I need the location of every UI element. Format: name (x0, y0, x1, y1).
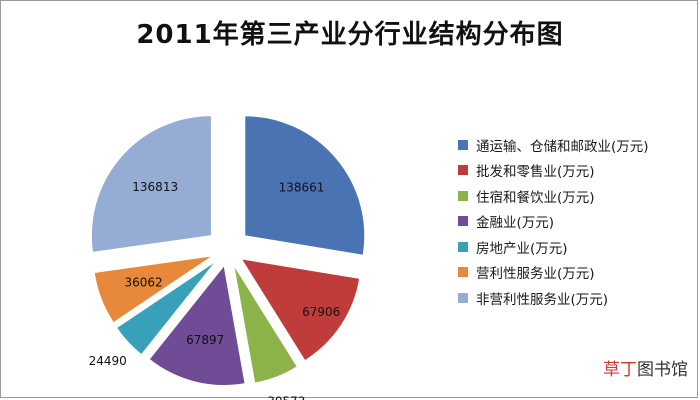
chart-legend: 通运输、仓储和邮政业(万元) 批发和零售业(万元) 住宿和餐饮业(万元) 金融业(万元… (458, 132, 649, 311)
legend-label: 营利性服务业(万元) (476, 266, 595, 283)
slice-value-label: 30573 (267, 395, 305, 400)
legend-item: 住宿和餐饮业(万元) (458, 183, 649, 209)
legend-item: 非营利性服务业(万元) (458, 285, 649, 311)
legend-label: 房地产业(万元) (476, 240, 568, 257)
pie-slice (90, 115, 212, 253)
legend-swatch (458, 292, 468, 303)
legend-item: 批发和零售业(万元) (458, 158, 649, 184)
legend-label: 非营利性服务业(万元) (476, 291, 609, 308)
pie-slice (148, 264, 246, 386)
chart-title: 2011年第三产业分行业结构分布图 (136, 20, 564, 50)
slice-value-label: 67906 (302, 305, 340, 319)
watermark-accent-text: 草丁 (603, 360, 637, 380)
slice-value-label: 24490 (89, 354, 127, 368)
watermark: 草丁图书馆 (603, 355, 688, 380)
legend-swatch (458, 165, 468, 176)
pie-slice (115, 260, 217, 356)
slice-value-label: 36062 (125, 275, 163, 289)
legend-swatch (458, 190, 468, 201)
legend-item: 通运输、仓储和邮政业(万元) (458, 132, 649, 158)
pie-slice (240, 258, 361, 362)
legend-item: 金融业(万元) (458, 209, 649, 235)
legend-swatch (458, 267, 468, 278)
legend-swatch (458, 216, 468, 227)
pie-slice (233, 264, 298, 384)
slice-value-label: 67897 (186, 333, 224, 347)
legend-label: 住宿和餐饮业(万元) (476, 189, 595, 206)
legend-label: 批发和零售业(万元) (476, 164, 595, 181)
legend-item: 营利性服务业(万元) (458, 260, 649, 286)
legend-label: 金融业(万元) (476, 215, 555, 232)
watermark-text: 图书馆 (637, 360, 688, 380)
legend-swatch (458, 241, 468, 252)
pie-slice (93, 255, 214, 324)
slice-value-label: 136813 (132, 180, 178, 194)
legend-item: 房地产业(万元) (458, 234, 649, 260)
legend-swatch (458, 139, 468, 150)
pie-slice (244, 115, 366, 256)
slice-value-label: 138661 (279, 181, 325, 195)
legend-label: 通运输、仓储和邮政业(万元) (476, 138, 649, 155)
